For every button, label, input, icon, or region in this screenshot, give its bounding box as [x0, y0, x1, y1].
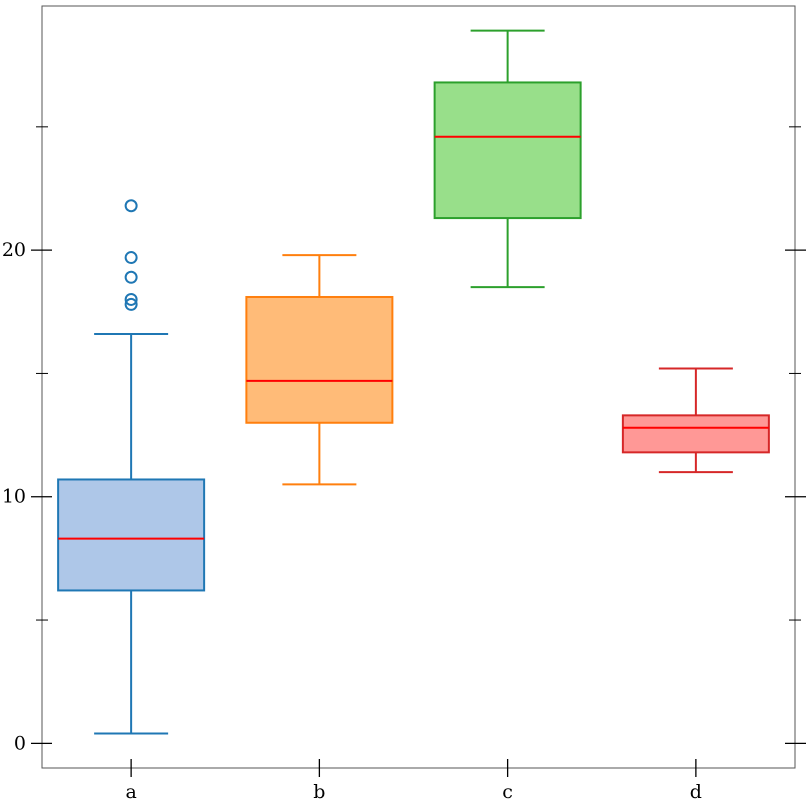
y-tick-label: 0 — [14, 732, 26, 754]
axes-layer: 0 10 20 a b c d — [2, 126, 806, 803]
outlier-point — [124, 199, 138, 213]
boxes-layer — [57, 29, 770, 735]
box-iqr — [245, 295, 394, 424]
y-tick-label: 20 — [2, 239, 26, 261]
outlier-point — [124, 270, 138, 284]
y-tick-label: 10 — [2, 486, 26, 508]
x-tick-label-b: b — [313, 781, 325, 803]
box-b — [245, 254, 394, 486]
box-d — [621, 367, 770, 474]
box-a — [57, 199, 206, 735]
box-iqr — [57, 478, 206, 592]
box-iqr — [433, 81, 582, 220]
box-c — [433, 29, 582, 289]
box-iqr — [621, 414, 770, 454]
x-tick-label-c: c — [502, 781, 513, 803]
x-tick-label-a: a — [125, 781, 136, 803]
x-tick-label-d: d — [690, 781, 702, 803]
outlier-point — [124, 251, 138, 265]
plot-frame — [41, 5, 796, 769]
outlier-point — [124, 297, 138, 311]
outlier-point — [124, 292, 138, 306]
